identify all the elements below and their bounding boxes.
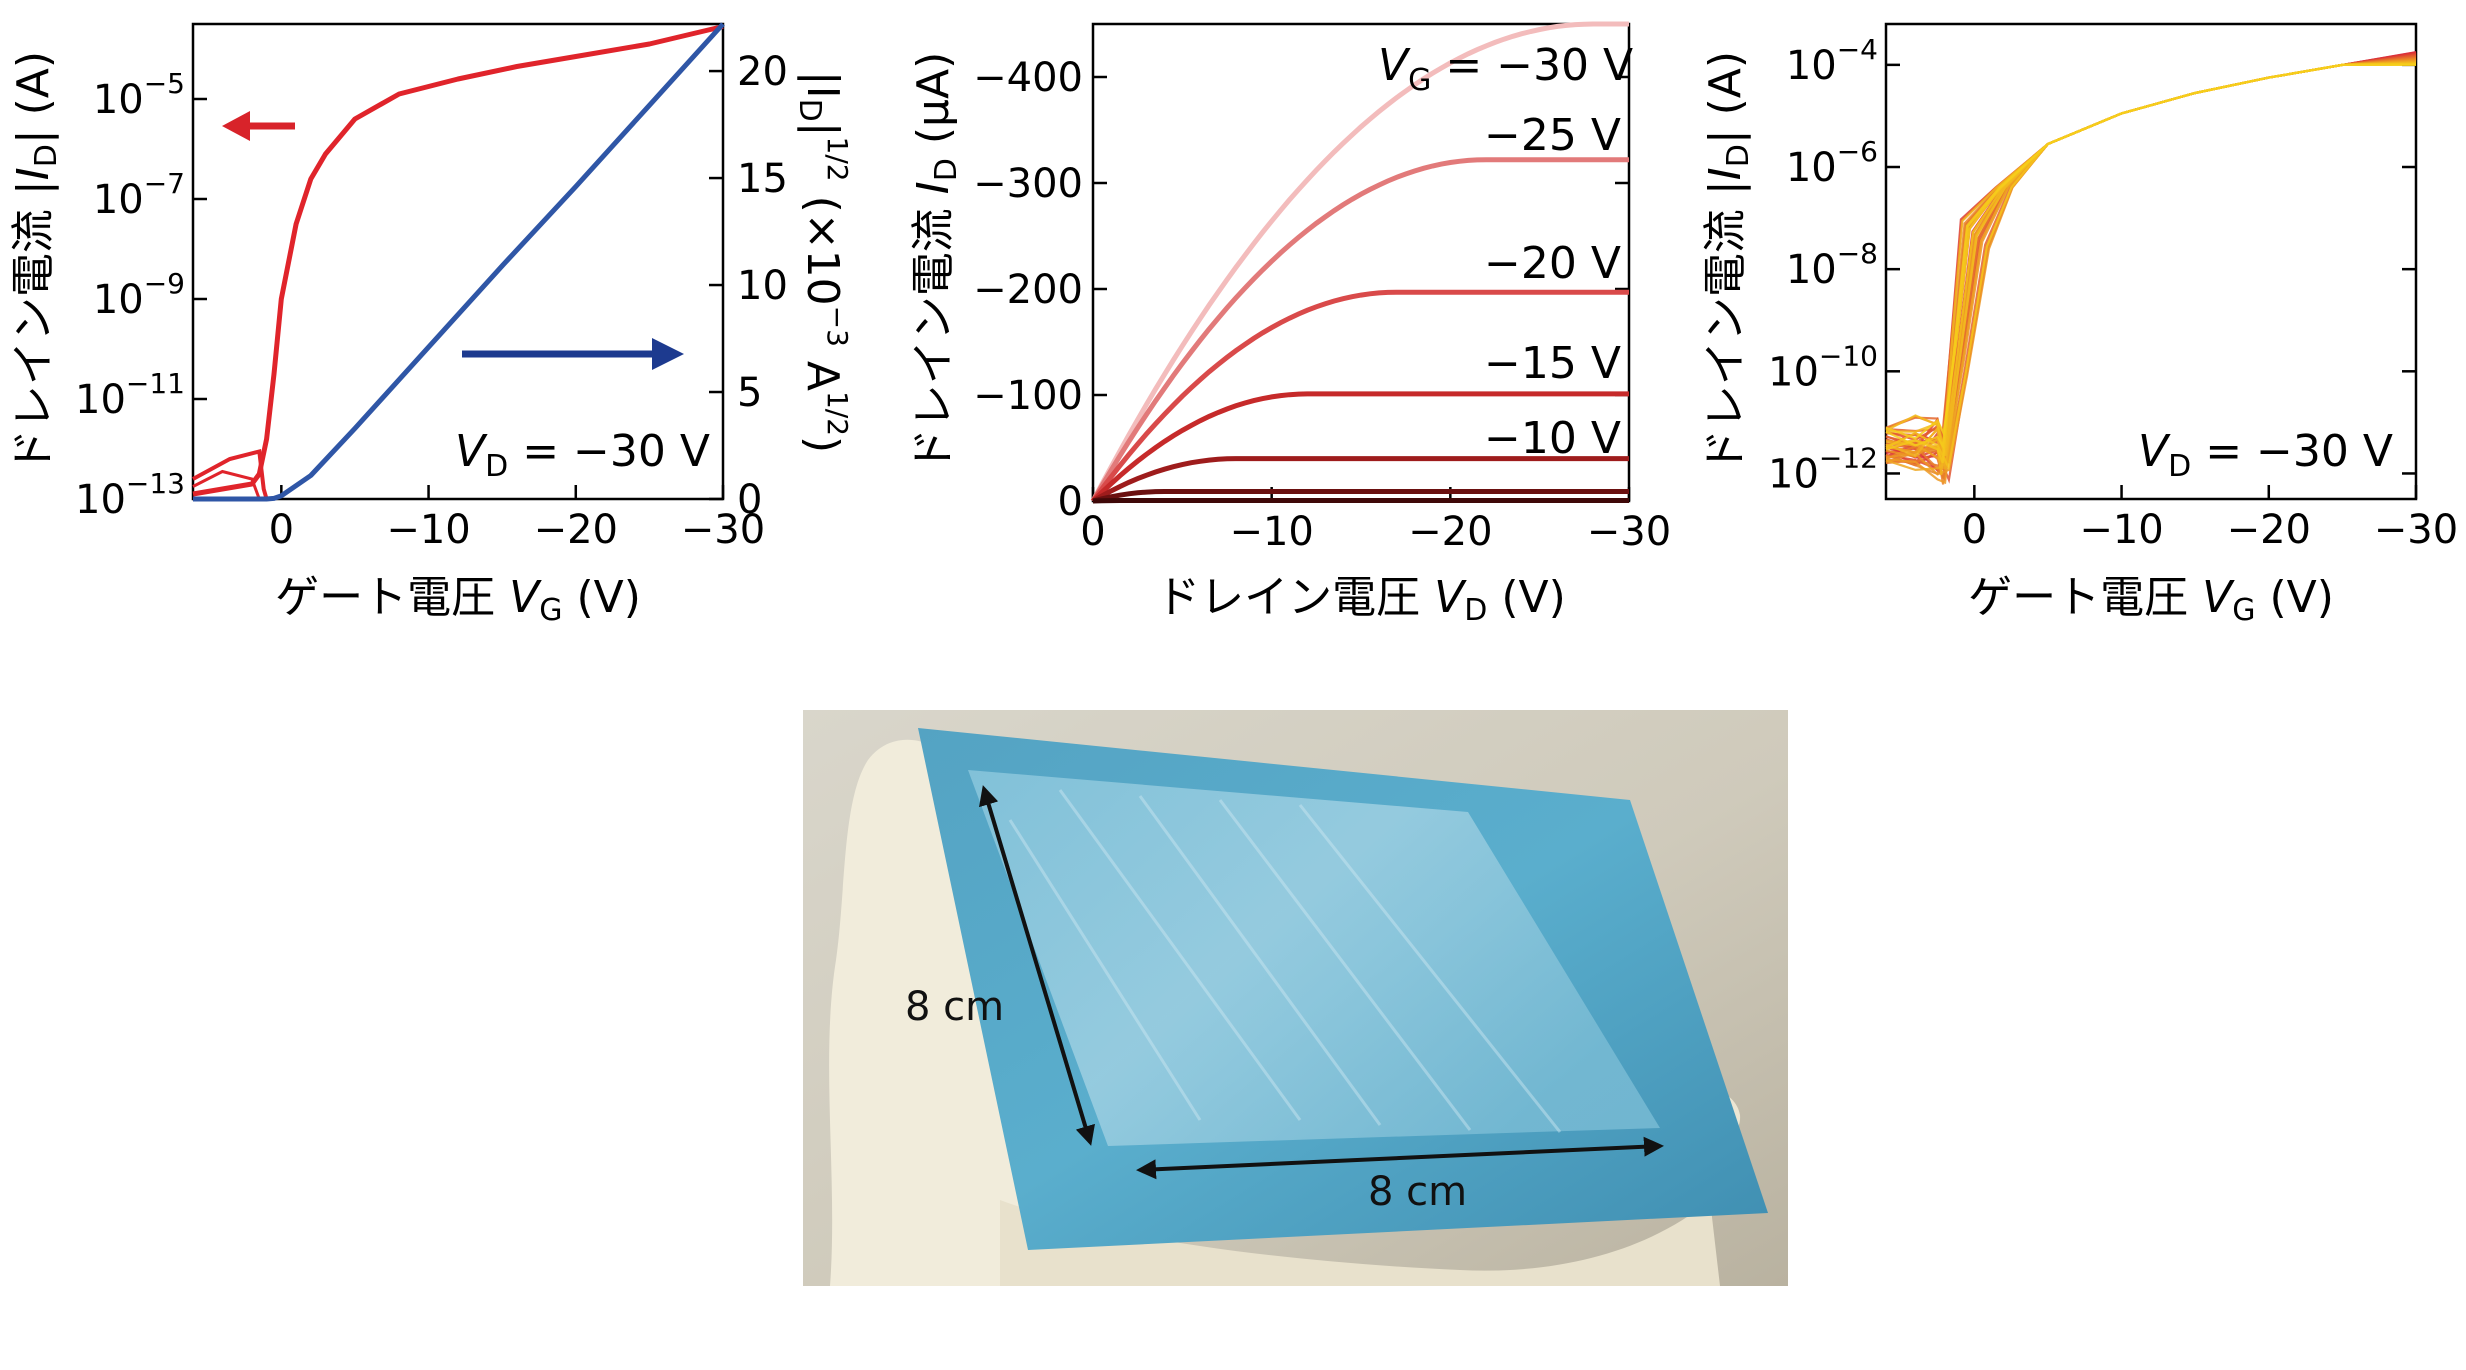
tick-label: −20 [2227,507,2311,553]
tick-label: 0 [1962,507,1987,553]
y-tick-labels: 0 −100 −200 −300 −400 [973,55,1629,525]
output-curve [1090,157,1629,503]
output-curve [1090,289,1629,503]
off-state-noise [192,469,261,500]
tick-label: 0 [1080,509,1105,555]
tick-label: 10 [737,263,788,309]
y-tick-labels: 10−12 10−10 10−8 10−6 10−4 [1768,33,2416,497]
right-axis-arrow [462,338,684,370]
output-curve [1091,391,1629,503]
curve-label: −15 V [1484,338,1621,389]
tick-label: −10 [1229,509,1313,555]
horizontal-dimension-label: 8 cm [1368,1169,1467,1215]
horizontal-dimension-arrow [1136,1136,1664,1180]
tick-label: 0 [1058,479,1083,525]
x-tick-labels: 0 −10 −20 −30 [1962,485,2458,553]
tick-label: −20 [1408,509,1492,555]
x-tick-labels: 0 −10 −20 −30 [1080,487,1671,555]
curve-labels: −25 V −20 V −15 V −10 V [1484,110,1621,464]
vertical-dimension-arrow [979,785,1095,1146]
curves [192,22,725,502]
device-curve [1885,63,2416,440]
film-photo: 8 cm 8 cm [803,710,1788,1286]
curves [1885,51,2417,485]
tick-label: 10−7 [93,167,185,223]
x-axis-label: ゲート電圧 VG (V) [275,572,641,628]
y-axis-label: ドレイン電流 |ID| (A) [1700,51,1756,473]
curve-label: −25 V [1484,110,1621,161]
tick-label: 10−4 [1786,33,1878,89]
tick-label: 0 [737,477,762,523]
right-y-tick-labels: 0 5 10 15 20 [709,49,788,523]
tick-label: 10−11 [75,367,185,423]
tick-label: 10−8 [1786,237,1878,293]
transfer-curve-panel: 10−13 10−11 10−9 10−7 10−5 0 5 10 15 20 0 −10 −20 −… [8,22,854,628]
tick-label: 10−5 [93,67,185,123]
tick-label: 10−13 [75,467,185,523]
tick-label: −20 [534,507,618,553]
output-curve [1092,498,1629,504]
curve-label: −10 V [1484,413,1621,464]
output-curve-panel: 0−100−200−300−400 0 −10 −20 −30 −25 V−20 V−… [908,21,1671,628]
curve-label: −20 V [1484,238,1621,289]
tick-label: 20 [737,49,788,95]
tick-label: 10−12 [1768,441,1878,497]
tick-label: 10−10 [1768,339,1878,395]
film-active-area [968,770,1660,1146]
tick-label: −30 [681,507,765,553]
device-transfer-panel: 10−12 10−10 10−8 10−6 10−4 0 −10 −20 −30 VD = −… [1700,22,2458,628]
plot-frame [1884,22,2418,501]
tick-label: −30 [2374,507,2458,553]
tick-label: 10−9 [93,267,185,323]
x-axis-label: ドレイン電圧 VD (V) [1156,572,1566,628]
tick-label: 15 [737,156,788,202]
tick-label: −100 [973,373,1083,419]
tick-label: −400 [973,55,1083,101]
plot-frame [191,22,725,501]
tick-label: 0 [269,507,294,553]
tick-label: −200 [973,267,1083,313]
tick-label: −300 [973,161,1083,207]
sqrt-current-curve [193,22,725,502]
left-y-tick-labels: 10−13 10−11 10−9 10−7 10−5 [75,67,207,523]
vd-annotation: VD = −30 V [455,426,710,484]
curves [1090,21,1629,504]
output-curve [1090,21,1629,503]
tick-label: 5 [737,370,762,416]
off-state-noise [192,448,269,500]
glove-bottom [1000,1200,1720,1286]
tick-label: −10 [386,507,470,553]
vg-annotation: VG = −30 V [1378,40,1633,98]
tick-label: 10−6 [1786,135,1878,191]
left-axis-arrow [222,111,295,141]
log-current-curve [192,24,724,497]
output-curve [1091,456,1629,504]
x-axis-label: ゲート電圧 VG (V) [1968,572,2334,628]
tick-label: −10 [2079,507,2163,553]
vd-annotation: VD = −30 V [2138,426,2393,484]
y-axis-label: ドレイン電流 ID (μA) [908,52,964,473]
x-tick-labels: 0 −10 −20 −30 [269,485,765,553]
right-y-axis-label: |ID|1/2 (×10−3 A1/2) [792,71,854,453]
output-curve [1092,489,1629,504]
left-y-axis-label: ドレイン電流 |ID| (A) [8,51,64,473]
vertical-dimension-label: 8 cm [905,984,1004,1030]
tick-label: −30 [1587,509,1671,555]
